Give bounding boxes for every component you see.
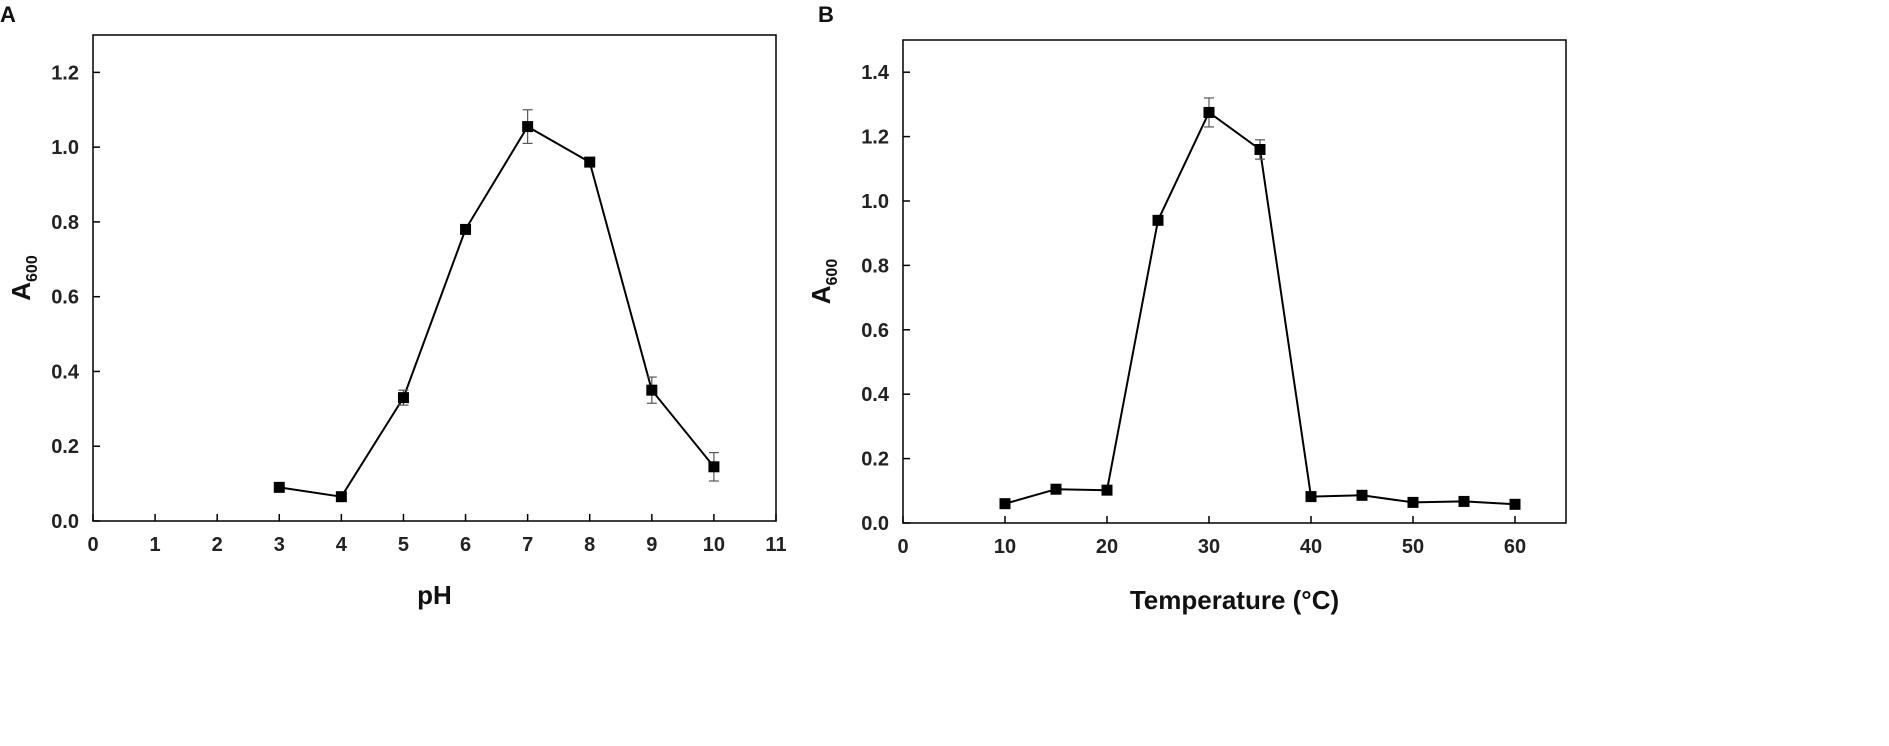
series-line [279,125,715,498]
y-axis-title-subscript: 600 [824,259,841,286]
x-tick-label: 9 [646,534,657,556]
y-tick-label: 1.2 [861,127,889,149]
y-tick-label: 0.0 [861,513,889,535]
x-tick-label: 0 [897,536,908,558]
x-tick-label: 8 [584,534,595,556]
x-tick-label: 11 [765,534,786,556]
x-tick-label: 4 [336,534,348,556]
y-tick-label: 1.0 [51,137,79,159]
x-tick-label: 5 [398,534,409,556]
y-tick-label: 0.2 [51,436,79,458]
data-point [1407,496,1419,508]
data-point [584,156,596,168]
data-point [397,392,409,404]
data-point [1203,106,1215,118]
y-tick-label: 0.8 [51,212,79,234]
data-point [1458,495,1470,507]
y-axis-title: A600 [806,259,841,305]
y-tick-label: 1.4 [861,62,890,84]
x-tick-label: 0 [87,534,98,556]
data-point [1356,489,1368,501]
x-tick-label: 40 [1300,536,1322,558]
data-point [1101,484,1113,496]
x-tick-label: 3 [274,534,285,556]
panel-letter: B [818,2,834,27]
x-axis-title: pH [417,580,452,610]
y-tick-label: 0.0 [51,511,79,533]
data-point [708,461,720,473]
y-tick-label: 1.0 [861,191,889,213]
data-point [646,384,658,396]
data-point [460,223,472,235]
y-axis-title-main: A [806,285,836,304]
x-tick-label: 10 [994,536,1016,558]
data-point [1305,491,1317,503]
data-point [1254,143,1266,155]
x-tick-label: 7 [522,534,533,556]
y-axis-title-main: A [6,282,36,301]
x-tick-label: 60 [1504,536,1526,558]
y-tick-label: 0.4 [861,384,890,406]
data-point [522,121,534,133]
data-point [1050,483,1062,495]
y-tick-label: 1.2 [51,62,79,84]
panel-letter: A [0,2,16,27]
series-line [1004,110,1516,506]
y-tick-label: 0.8 [861,255,889,277]
chart-panel-b: B 0.0 0.2 0.4 0.6 0.8 1.0 1.2 1.4 0 10 20 30 40 50 60 Te… [806,2,1567,615]
data-point [1152,214,1164,226]
x-tick-label: 1 [150,534,161,556]
data-point [335,491,347,503]
y-tick-label: 0.4 [51,361,80,383]
x-tick-label: 2 [212,534,223,556]
x-tick-label: 20 [1096,536,1118,558]
x-tick-label: 30 [1198,536,1220,558]
y-axis-title: A600 [6,255,41,301]
y-tick-label: 0.2 [861,449,889,471]
plot-frame [92,34,777,522]
x-tick-label: 10 [703,534,725,556]
x-tick-label: 50 [1402,536,1424,558]
y-axis-title-subscript: 600 [24,255,41,282]
data-point [273,481,285,493]
data-point [999,498,1011,510]
chart-panel-a: A0.00.20.40.60.81.01.20 1 2 3 4 5 6 7 8 9 10 11pHA6… [0,2,787,610]
y-tick-label: 0.6 [861,320,889,342]
x-axis-title: Temperature (°C) [1130,585,1339,615]
x-tick-label: 6 [460,534,471,556]
data-point [1509,498,1521,510]
plot-frame [902,39,1567,524]
y-tick-label: 0.6 [51,287,79,309]
